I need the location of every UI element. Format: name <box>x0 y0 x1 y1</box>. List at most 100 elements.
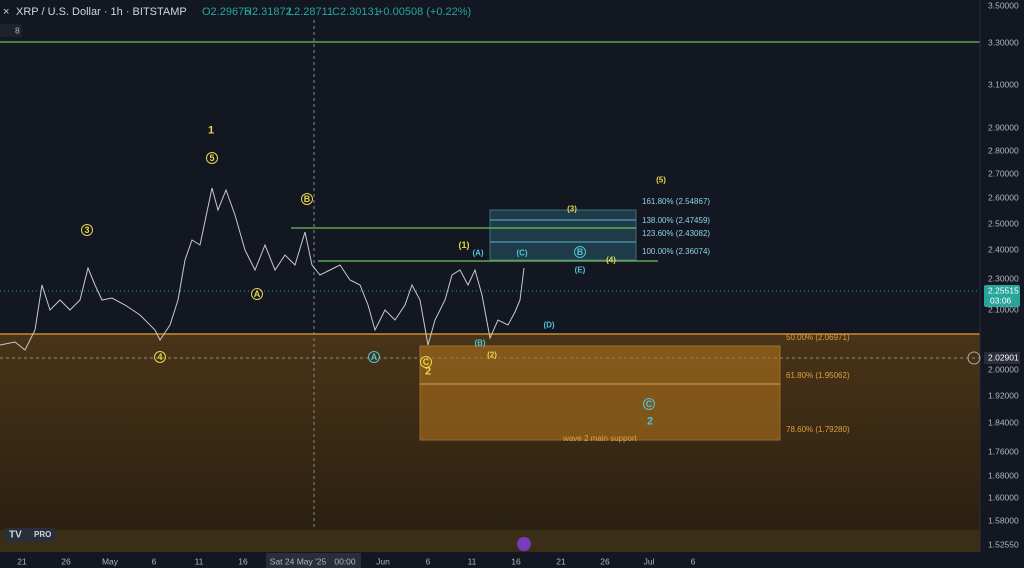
wave-label: (1) <box>459 240 470 250</box>
add-alert[interactable] <box>967 351 981 365</box>
wave-label: B <box>304 194 311 204</box>
wave-label: 5 <box>209 153 214 163</box>
time-label: Jun <box>376 556 390 566</box>
wave-label: (3) <box>567 205 577 214</box>
interval-box[interactable] <box>0 24 22 37</box>
support-label: wave 2 main support <box>562 434 638 443</box>
price-label: 1.68000 <box>988 470 1019 480</box>
wave-label: C <box>646 399 653 409</box>
fib-label: 123.60% (2.43082) <box>642 229 710 238</box>
header-text: L2.28711 <box>288 6 333 18</box>
time-label: 11 <box>195 556 204 566</box>
price-label: 2.50000 <box>988 218 1019 228</box>
time-label: 6 <box>691 556 696 566</box>
price-path <box>0 187 525 351</box>
wave-label: 4 <box>157 352 162 362</box>
wave-label: (D) <box>543 321 554 330</box>
time-label: Sat 24 May '25 <box>270 556 327 566</box>
price-label: 2.60000 <box>988 192 1019 202</box>
header-text: C2.30131 <box>332 6 380 18</box>
header-text: H2.31872 <box>244 6 292 18</box>
wave-label: (2) <box>487 351 497 360</box>
fib-label: 78.60% (1.79280) <box>786 425 850 434</box>
wave-label: 2 <box>647 415 653 427</box>
time-label: 26 <box>600 556 610 566</box>
bottom-band <box>0 530 980 552</box>
price-label: 3.50000 <box>988 0 1019 10</box>
fib-label: 61.80% (1.95062) <box>786 371 850 380</box>
wave-circle <box>251 288 263 300</box>
fib-label: 50.00% (2.06971) <box>786 333 850 342</box>
fib-label: 161.80% (2.54867) <box>642 197 710 206</box>
header-text: +0.00508 (+0.22%) <box>377 6 471 18</box>
fib-retracement-box <box>419 345 781 441</box>
price-label: 2.80000 <box>988 145 1019 155</box>
time-label: May <box>102 556 119 566</box>
close-icon: × <box>3 6 9 18</box>
wave-circle <box>574 246 586 258</box>
price-label: 2.00000 <box>988 364 1019 374</box>
crosshair-badge <box>984 352 1020 364</box>
time-label: Jul <box>644 556 655 566</box>
price-axis <box>980 0 1024 568</box>
price-label: 3.30000 <box>988 37 1019 47</box>
wave-label: B <box>577 247 584 257</box>
logo-mark: TV <box>9 530 22 541</box>
wave-label: (B) <box>474 339 485 348</box>
labels: × XRP / U.S. Dollar · 1h · BITSTAMP O2.296… <box>3 0 1019 566</box>
current-price-badge <box>984 285 1020 307</box>
wave-label: (C) <box>516 249 527 258</box>
header-text: O2.29675 <box>202 6 250 18</box>
time-label: 26 <box>61 556 71 566</box>
price-label: 2.30000 <box>988 273 1019 283</box>
interval-count: 8 <box>15 25 20 35</box>
wave-label: (A) <box>472 249 483 258</box>
wave-label: C <box>423 357 430 367</box>
wave-circle <box>301 193 313 205</box>
countdown: 03:06 <box>990 295 1012 305</box>
time-label: 11 <box>468 556 477 566</box>
event-icon[interactable] <box>517 537 531 551</box>
crosshair-time <box>266 553 361 568</box>
wave-circle <box>154 351 166 363</box>
price-label: 1.60000 <box>988 492 1019 502</box>
wave-circle <box>643 398 655 410</box>
wave-label: 3 <box>84 225 89 235</box>
wave-label: (5) <box>656 176 666 185</box>
price-label: 2.10000 <box>988 304 1019 314</box>
price-label: 1.84000 <box>988 417 1019 427</box>
crosshair-price: 2.02901 <box>988 352 1019 362</box>
price-label: 1.58000 <box>988 515 1019 525</box>
price-label: 1.92000 <box>988 390 1019 400</box>
header-text: XRP / U.S. Dollar · 1h · BITSTAMP <box>16 6 187 18</box>
logo-box <box>4 528 56 542</box>
time-axis <box>0 552 980 568</box>
price-label: 2.40000 <box>988 244 1019 254</box>
fib-label: 100.00% (2.36074) <box>642 247 710 256</box>
price-label: 2.70000 <box>988 168 1019 178</box>
fib-extension-box <box>489 209 637 261</box>
price-label: 1.52550 <box>988 539 1019 549</box>
wave-label: A <box>254 289 261 299</box>
wave-label: (E) <box>575 266 586 275</box>
price-label: 2.90000 <box>988 122 1019 132</box>
time-label: 21 <box>17 556 27 566</box>
wave-label: 2 <box>425 365 431 377</box>
price-label: 3.10000 <box>988 79 1019 89</box>
wave-circle <box>206 152 218 164</box>
time-label: 6 <box>426 556 431 566</box>
time-label: 16 <box>511 556 521 566</box>
current-price: 2.25515 <box>988 285 1019 295</box>
wave-label: 1 <box>208 124 214 136</box>
time-label: 16 <box>238 556 248 566</box>
fib-label: 138.00% (2.47459) <box>642 216 710 225</box>
wave-label: (4) <box>606 256 616 265</box>
time-label: 6 <box>152 556 157 566</box>
wave-circle <box>368 351 380 363</box>
wave-label: A <box>371 352 378 362</box>
time-label: 00:00 <box>334 556 356 566</box>
logo-text: PRO <box>34 530 51 539</box>
wave-circle <box>81 224 93 236</box>
wave-circle <box>420 356 432 368</box>
